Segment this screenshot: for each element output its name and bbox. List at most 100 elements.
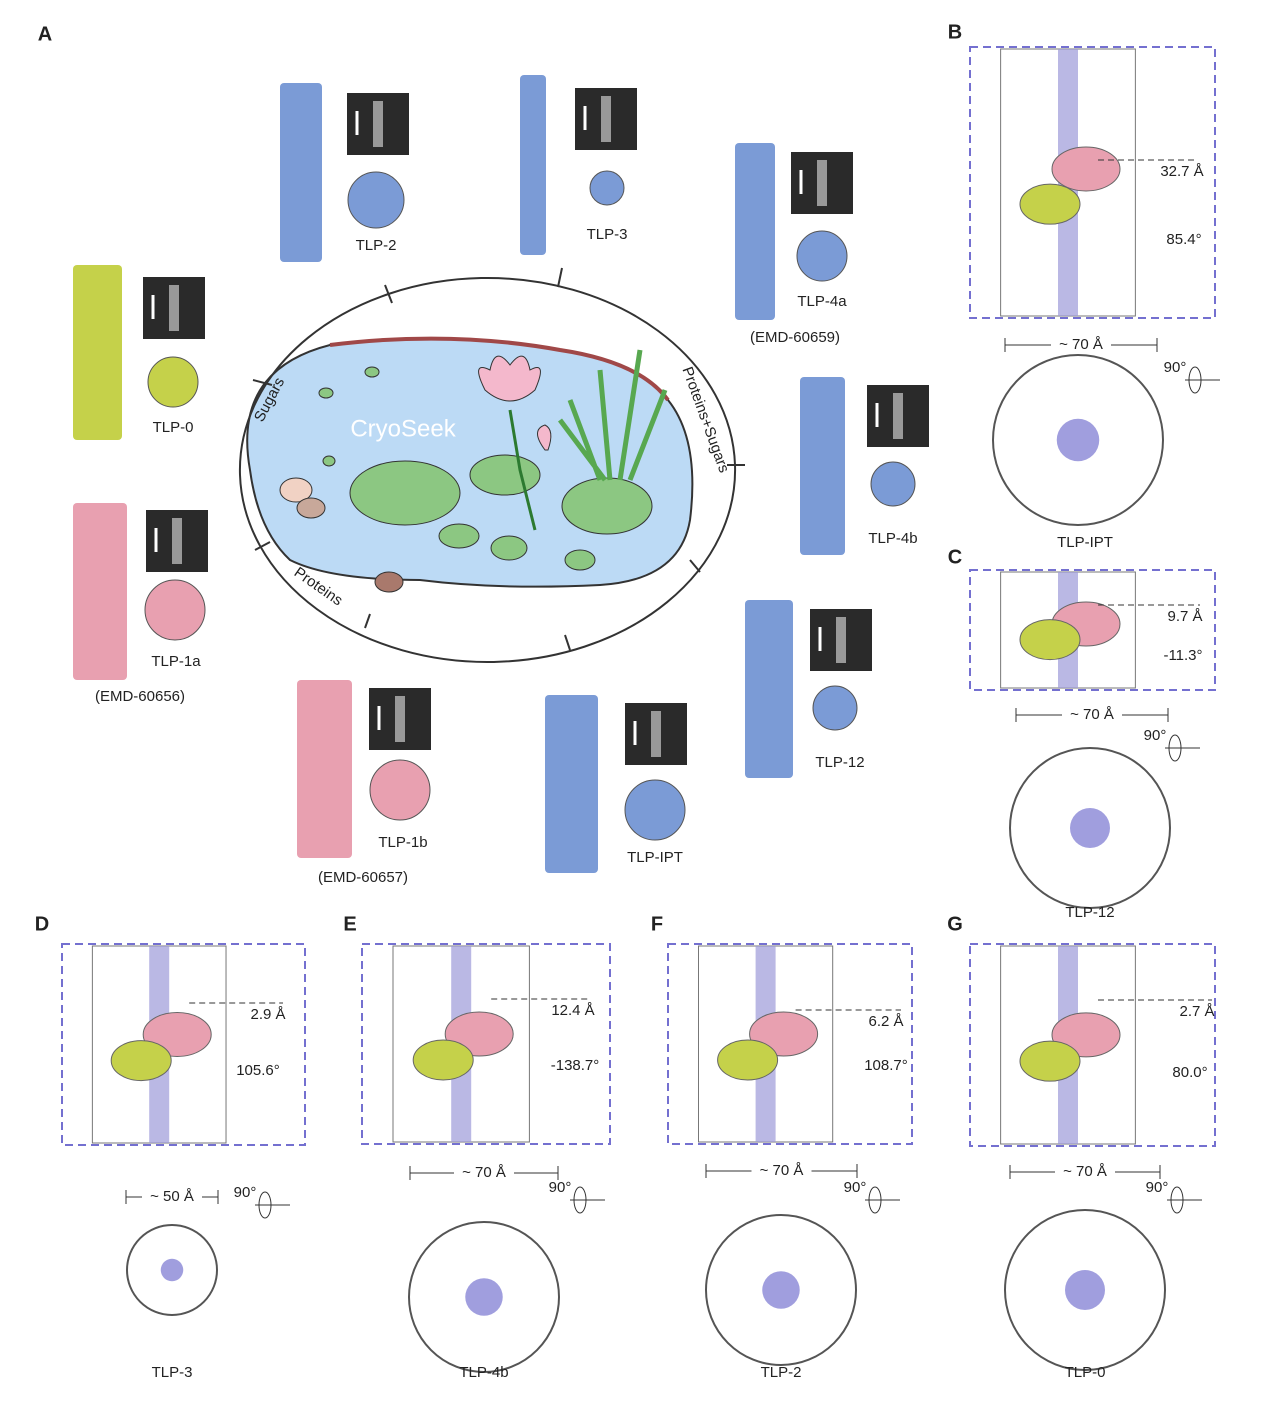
panel-letter: A <box>38 23 52 45</box>
class-average-stripe <box>893 393 903 439</box>
specimen-label: TLP-1a <box>151 653 201 670</box>
filament-map <box>745 600 793 778</box>
specimen-label: TLP-IPT <box>627 849 683 866</box>
twist-label: 108.7° <box>864 1057 908 1074</box>
twist-label: -138.7° <box>551 1057 600 1074</box>
filament-map <box>297 680 352 858</box>
class-average-stripe <box>395 696 405 742</box>
class-average-stripe <box>169 285 179 331</box>
filament-map <box>735 143 775 320</box>
cross-section <box>147 356 199 408</box>
filament-map <box>520 75 546 255</box>
specimen-label: TLP-0 <box>153 419 194 436</box>
subunit-green <box>717 1039 779 1081</box>
panel-letter: C <box>948 546 962 568</box>
rise-label: 2.9 Å <box>250 1006 285 1023</box>
dashed-frame <box>667 943 913 1145</box>
pond-title: CryoSeek <box>350 415 456 442</box>
dashed-frame <box>61 943 306 1146</box>
filament-map <box>800 377 845 555</box>
specimen-label: TLP-4a <box>797 293 847 310</box>
rotation-label: 90° <box>1144 727 1167 744</box>
structure-label: TLP-3 <box>152 1364 193 1381</box>
rotation-label: 90° <box>234 1184 257 1201</box>
specimen-label: TLP-4b <box>868 530 917 547</box>
twist-label: 85.4° <box>1166 231 1201 248</box>
width-label-bg <box>1062 705 1122 725</box>
dashed-frame <box>969 943 1216 1147</box>
panel-letter: G <box>947 913 963 935</box>
width-label-bg <box>454 1163 514 1183</box>
cross-section-core <box>1070 808 1110 848</box>
subunit-green <box>1019 619 1081 661</box>
panel-letter: D <box>35 913 49 935</box>
rotation-arrow <box>258 1191 272 1219</box>
cross-section-core <box>1065 1270 1105 1310</box>
pond-illustration <box>238 267 745 663</box>
cross-section-core <box>465 1278 503 1316</box>
structure-label: TLP-2 <box>761 1364 802 1381</box>
filament-map <box>73 503 127 680</box>
width-label-bg <box>142 1187 202 1207</box>
subunit-green <box>110 1040 172 1082</box>
cross-section <box>796 230 848 282</box>
cross-section-core <box>160 1258 184 1282</box>
rotation-label: 90° <box>844 1179 867 1196</box>
cross-section <box>870 461 916 507</box>
cross-section-core <box>1056 418 1100 462</box>
rotation-arrow <box>1168 734 1182 762</box>
cross-section <box>812 685 858 731</box>
width-label: ~ 50 Å <box>150 1188 194 1205</box>
structure-label: TLP-IPT <box>1057 534 1113 551</box>
specimen-label: TLP-3 <box>587 226 628 243</box>
rotation-arrow <box>573 1186 587 1214</box>
panel-letter: F <box>651 913 663 935</box>
specimen-label: TLP-2 <box>356 237 397 254</box>
cross-section <box>369 759 431 821</box>
class-average-stripe <box>172 518 182 564</box>
filament-map <box>73 265 122 440</box>
class-average-stripe <box>836 617 846 663</box>
rotation-label: 90° <box>1164 359 1187 376</box>
cross-section <box>589 170 625 206</box>
panel-letter: E <box>343 913 356 935</box>
width-label: ~ 70 Å <box>1063 1163 1107 1180</box>
class-average-stripe <box>601 96 611 142</box>
subunit-pink <box>1051 146 1121 192</box>
cross-section <box>144 579 206 641</box>
rotation-label: 90° <box>1146 1179 1169 1196</box>
dashed-frame <box>361 943 611 1145</box>
structure-label: TLP-12 <box>1065 904 1114 921</box>
cross-section <box>624 779 686 841</box>
rise-label: 9.7 Å <box>1167 608 1202 625</box>
cross-section-core <box>762 1271 800 1309</box>
width-label-bg <box>751 1161 812 1181</box>
accession-label: (EMD-60657) <box>318 869 408 886</box>
rotation-label: 90° <box>549 1179 572 1196</box>
subunit-green <box>1019 1040 1081 1082</box>
filament-map <box>545 695 598 873</box>
accession-label: (EMD-60656) <box>95 688 185 705</box>
twist-label: -11.3° <box>1163 647 1202 664</box>
accession-label: (EMD-60659) <box>750 329 840 346</box>
rise-label: 6.2 Å <box>868 1013 903 1030</box>
width-label: ~ 70 Å <box>1070 706 1114 723</box>
width-label-bg <box>1055 1162 1115 1182</box>
subunit-green <box>1019 183 1081 225</box>
subunit-green <box>412 1039 474 1081</box>
specimen-label: TLP-12 <box>815 754 864 771</box>
panel-letter: B <box>948 21 962 43</box>
class-average-stripe <box>651 711 661 757</box>
rotation-arrow <box>868 1186 882 1214</box>
width-label-bg <box>1051 335 1111 355</box>
rise-label: 2.7 Å <box>1179 1003 1214 1020</box>
cross-section <box>347 171 405 229</box>
filament-map <box>280 83 322 262</box>
class-average-stripe <box>817 160 827 206</box>
width-label: ~ 70 Å <box>1059 336 1103 353</box>
width-label: ~ 70 Å <box>462 1164 506 1181</box>
rotation-arrow <box>1188 366 1202 394</box>
dashed-frame <box>969 569 1216 691</box>
structure-label: TLP-4b <box>459 1364 508 1381</box>
